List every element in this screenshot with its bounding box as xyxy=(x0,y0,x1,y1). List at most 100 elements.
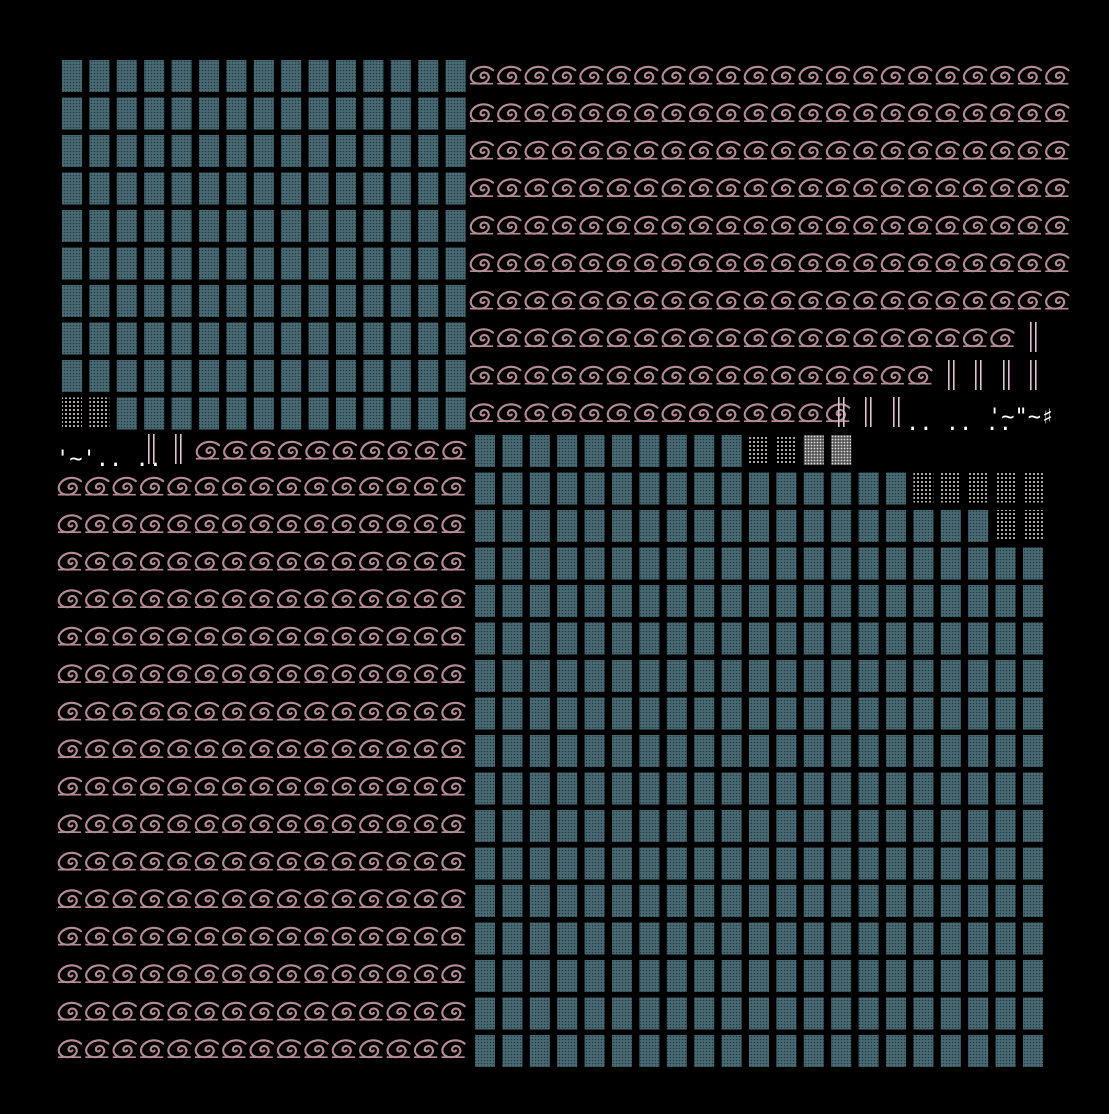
curl-glyph xyxy=(660,253,687,273)
block-cell xyxy=(144,210,165,242)
block-cell xyxy=(475,697,495,730)
block-cell xyxy=(308,397,329,430)
block-cell xyxy=(502,960,523,992)
block-cell xyxy=(445,360,466,392)
curl-glyph xyxy=(440,589,466,609)
block-cell xyxy=(89,247,110,280)
block-cell xyxy=(995,472,1016,503)
block-cell xyxy=(666,960,687,992)
block-cell xyxy=(940,472,961,503)
block-cell xyxy=(803,547,824,580)
block-cell xyxy=(529,622,550,655)
block-cell xyxy=(557,585,578,617)
block-cell xyxy=(749,735,769,767)
curl-glyph xyxy=(440,701,466,721)
curl-glyph xyxy=(358,964,384,984)
block-cell xyxy=(721,922,742,955)
curl-glyph xyxy=(852,103,878,123)
curl-glyph xyxy=(578,140,604,160)
block-cell xyxy=(995,922,1016,955)
curl-glyph xyxy=(413,440,440,460)
curl-glyph xyxy=(330,776,357,796)
block-cell xyxy=(886,697,906,730)
block-cell xyxy=(940,735,961,767)
block-cell xyxy=(584,847,605,880)
curl-glyph xyxy=(330,514,357,534)
curl-glyph xyxy=(715,215,741,235)
curl-glyph xyxy=(56,551,83,571)
curl-glyph xyxy=(358,889,384,909)
block-cell xyxy=(390,322,411,355)
block-cell xyxy=(253,397,274,430)
block-cell xyxy=(749,472,769,505)
block-cell xyxy=(940,772,961,805)
curl-glyph xyxy=(138,551,165,571)
curl-glyph xyxy=(166,1039,192,1059)
block-cell xyxy=(1023,772,1043,805)
block-cell xyxy=(721,547,742,580)
curl-glyph xyxy=(385,551,412,571)
curl-glyph xyxy=(660,178,687,198)
curl-glyph xyxy=(193,589,220,609)
block-cell xyxy=(89,210,110,242)
block-cell xyxy=(281,285,302,317)
block-cell xyxy=(89,360,110,392)
block-cell xyxy=(390,247,411,280)
curl-glyph xyxy=(138,701,165,721)
curl-glyph xyxy=(84,964,110,984)
curl-glyph xyxy=(742,215,769,235)
curl-glyph xyxy=(84,739,110,759)
block-cell xyxy=(502,622,523,655)
block-cell xyxy=(116,322,137,355)
block-cell xyxy=(89,60,110,92)
block-cell xyxy=(62,322,82,355)
block-cell xyxy=(831,435,852,465)
curl-glyph xyxy=(907,140,933,160)
block-cell xyxy=(226,285,247,317)
block-cell xyxy=(776,997,797,1030)
block-cell xyxy=(694,885,715,917)
curl-glyph xyxy=(193,514,220,534)
curl-glyph xyxy=(605,178,632,198)
curl-glyph xyxy=(385,814,412,834)
block-cell xyxy=(584,997,605,1030)
curl-glyph xyxy=(633,403,659,423)
curl-glyph xyxy=(166,964,192,984)
curl-glyph xyxy=(550,328,577,348)
block-cell xyxy=(666,510,687,542)
block-cell xyxy=(858,1035,879,1067)
curl-glyph xyxy=(84,476,110,496)
curl-glyph xyxy=(111,964,138,984)
block-cell xyxy=(226,247,247,280)
curl-glyph xyxy=(496,103,522,123)
block-cell xyxy=(529,772,550,805)
block-cell xyxy=(199,360,219,392)
curl-glyph xyxy=(221,1039,247,1059)
block-cell xyxy=(253,97,274,130)
curl-glyph xyxy=(84,1001,110,1021)
block-cell xyxy=(475,547,495,580)
curl-glyph xyxy=(386,440,413,460)
block-cell xyxy=(694,622,715,655)
block-cell xyxy=(639,847,660,880)
block-cell xyxy=(721,885,742,917)
curl-glyph xyxy=(496,365,522,385)
curl-glyph xyxy=(385,514,412,534)
block-cell xyxy=(666,810,687,842)
curl-glyph xyxy=(275,1039,302,1059)
block-cell xyxy=(418,210,439,242)
block-cell xyxy=(475,810,495,842)
curl-glyph xyxy=(1016,253,1043,273)
curl-glyph xyxy=(797,290,824,310)
curl-glyph xyxy=(440,851,466,871)
block-cell xyxy=(968,472,989,503)
block-cell xyxy=(557,697,578,730)
curl-glyph xyxy=(248,926,275,946)
block-cell xyxy=(666,622,687,655)
curl-glyph xyxy=(1044,215,1070,235)
curl-glyph xyxy=(385,701,412,721)
block-cell xyxy=(995,622,1016,655)
curl-glyph xyxy=(111,476,138,496)
block-cell xyxy=(62,135,82,167)
block-cell xyxy=(831,547,852,580)
